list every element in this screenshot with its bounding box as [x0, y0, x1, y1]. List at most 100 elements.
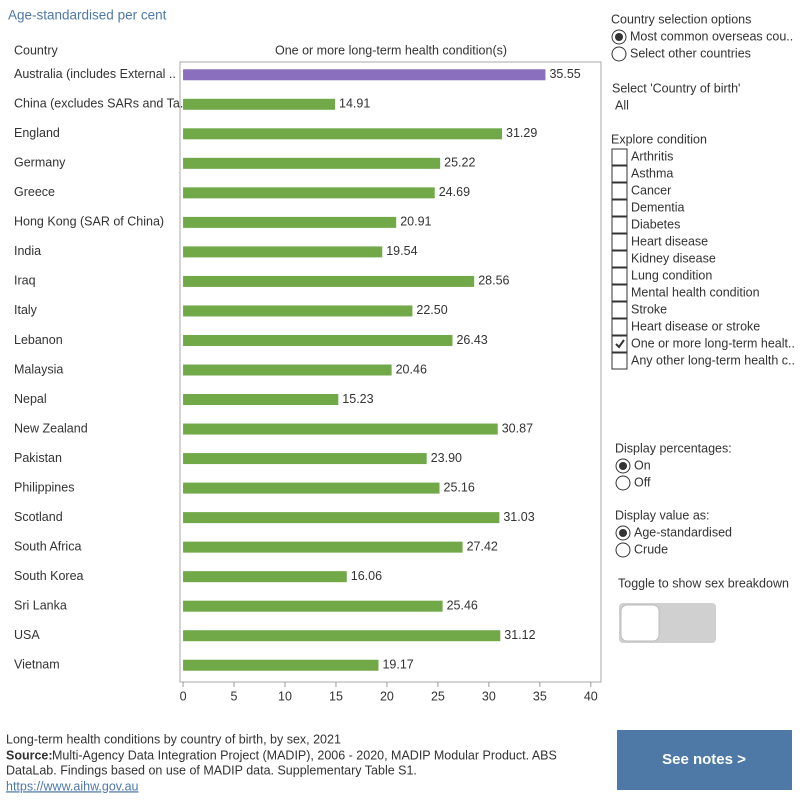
caption: Long-term health conditions by country o…: [6, 732, 341, 746]
y-tick-label: Malaysia: [14, 362, 63, 376]
bar: [183, 364, 392, 376]
checkbox-label[interactable]: Dementia: [631, 200, 685, 214]
bar: [183, 659, 379, 671]
data-label: 28.56: [478, 274, 509, 288]
y-tick-label: Australia (includes External ..: [14, 67, 176, 81]
bar: [183, 275, 475, 287]
checkbox[interactable]: [611, 148, 628, 166]
bar: [183, 187, 435, 199]
bar: [183, 246, 383, 258]
link[interactable]: https://www.aihw.gov.au: [6, 779, 139, 793]
checkbox-label[interactable]: Diabetes: [631, 217, 680, 231]
bar: [183, 98, 336, 110]
radio-label[interactable]: Off: [634, 475, 651, 489]
dropdown-value[interactable]: All: [615, 98, 629, 112]
checkbox[interactable]: [611, 301, 628, 319]
y-tick-label: Hong Kong (SAR of China): [14, 215, 164, 229]
column-header: One or more long-term health condition(s…: [275, 43, 507, 57]
checkmark[interactable]: [615, 339, 625, 349]
bar: [183, 394, 339, 406]
checkbox[interactable]: [611, 250, 628, 268]
y-tick-label: USA: [14, 628, 40, 642]
control-title: Country selection options: [611, 12, 751, 26]
data-label: 27.42: [467, 539, 498, 553]
y-tick-label: Germany: [14, 156, 66, 170]
y-tick-label: China (excludes SARs and Ta..: [14, 97, 187, 111]
notes-button[interactable]: [617, 730, 792, 790]
radio-label[interactable]: Age-standardised: [634, 525, 732, 539]
y-tick-label: Philippines: [14, 480, 74, 494]
checkbox[interactable]: [611, 335, 628, 353]
data-label: 19.54: [386, 244, 417, 258]
source: Multi-Agency Data Integration Project (M…: [52, 748, 557, 762]
checkbox[interactable]: [611, 267, 628, 285]
radio-dot[interactable]: [619, 529, 627, 537]
checkbox-label[interactable]: Stroke: [631, 302, 667, 316]
notes-button-label[interactable]: See notes >: [662, 751, 746, 768]
x-tick-label: 5: [231, 689, 238, 703]
control-title: Display value as:: [615, 508, 710, 522]
radio[interactable]: [615, 475, 631, 491]
data-label: 31.29: [506, 126, 537, 140]
plot-frame: [179, 61, 602, 683]
data-label: 35.55: [549, 67, 580, 81]
radio-dot[interactable]: [615, 33, 623, 41]
checkbox[interactable]: [611, 352, 628, 370]
checkbox-label[interactable]: Mental health condition: [631, 285, 760, 299]
x-tick-label: 10: [278, 689, 292, 703]
checkbox[interactable]: [611, 199, 628, 217]
radio[interactable]: [615, 542, 631, 558]
y-tick-label: Vietnam: [14, 658, 60, 672]
control-title: Select 'Country of birth': [612, 81, 740, 95]
checkbox[interactable]: [611, 182, 628, 200]
bar: [183, 305, 413, 317]
bar: [183, 453, 427, 465]
data-label: 22.50: [416, 303, 447, 317]
data-label: 26.43: [456, 333, 487, 347]
checkbox-label[interactable]: Heart disease: [631, 234, 708, 248]
checkbox-label[interactable]: Arthritis: [631, 149, 673, 163]
y-tick-label: Nepal: [14, 392, 47, 406]
checkbox-label[interactable]: Kidney disease: [631, 251, 716, 265]
radio-label[interactable]: On: [634, 458, 651, 472]
checkbox[interactable]: [611, 318, 628, 336]
y-tick-label: South Africa: [14, 539, 81, 553]
checkbox-label[interactable]: Heart disease or stroke: [631, 319, 760, 333]
control-title: Toggle to show sex breakdown: [618, 576, 789, 590]
checkbox[interactable]: [611, 216, 628, 234]
y-tick-label: Iraq: [14, 274, 36, 288]
y-tick-label: Pakistan: [14, 451, 62, 465]
bar: [183, 334, 453, 346]
radio-dot[interactable]: [619, 462, 627, 470]
checkbox[interactable]: [611, 284, 628, 302]
data-label: 14.91: [339, 97, 370, 111]
y-tick-label: Italy: [14, 303, 38, 317]
checkbox-label[interactable]: Asthma: [631, 166, 673, 180]
checkbox[interactable]: [611, 165, 628, 183]
toggle-knob[interactable]: [620, 604, 660, 642]
bar: [183, 216, 397, 228]
checkbox-label[interactable]: One or more long-term healt..: [631, 336, 795, 350]
bar: [183, 69, 546, 81]
checkbox-label[interactable]: Cancer: [631, 183, 671, 197]
chart-title: Age-standardised per cent: [8, 8, 167, 23]
bar: [183, 423, 498, 435]
checkbox-label[interactable]: Lung condition: [631, 268, 712, 282]
y-tick-label: Sri Lanka: [14, 598, 67, 612]
checkbox-label[interactable]: Any other long-term health c..: [631, 353, 795, 367]
data-label: 25.46: [447, 598, 478, 612]
radio[interactable]: [611, 46, 627, 62]
radio-label[interactable]: Crude: [634, 542, 668, 556]
data-label: 20.46: [396, 362, 427, 376]
y-tick-label: South Korea: [14, 569, 84, 583]
data-label: 25.16: [444, 480, 475, 494]
checkbox[interactable]: [611, 233, 628, 251]
data-label: 31.03: [503, 510, 534, 524]
y-tick-label: New Zealand: [14, 421, 88, 435]
data-label: 20.91: [400, 215, 431, 229]
radio-label[interactable]: Most common overseas cou..: [630, 29, 793, 43]
x-tick-label: 15: [329, 689, 343, 703]
radio-label[interactable]: Select other countries: [630, 46, 751, 60]
bar: [183, 630, 501, 642]
x-tick-label: 25: [431, 689, 445, 703]
